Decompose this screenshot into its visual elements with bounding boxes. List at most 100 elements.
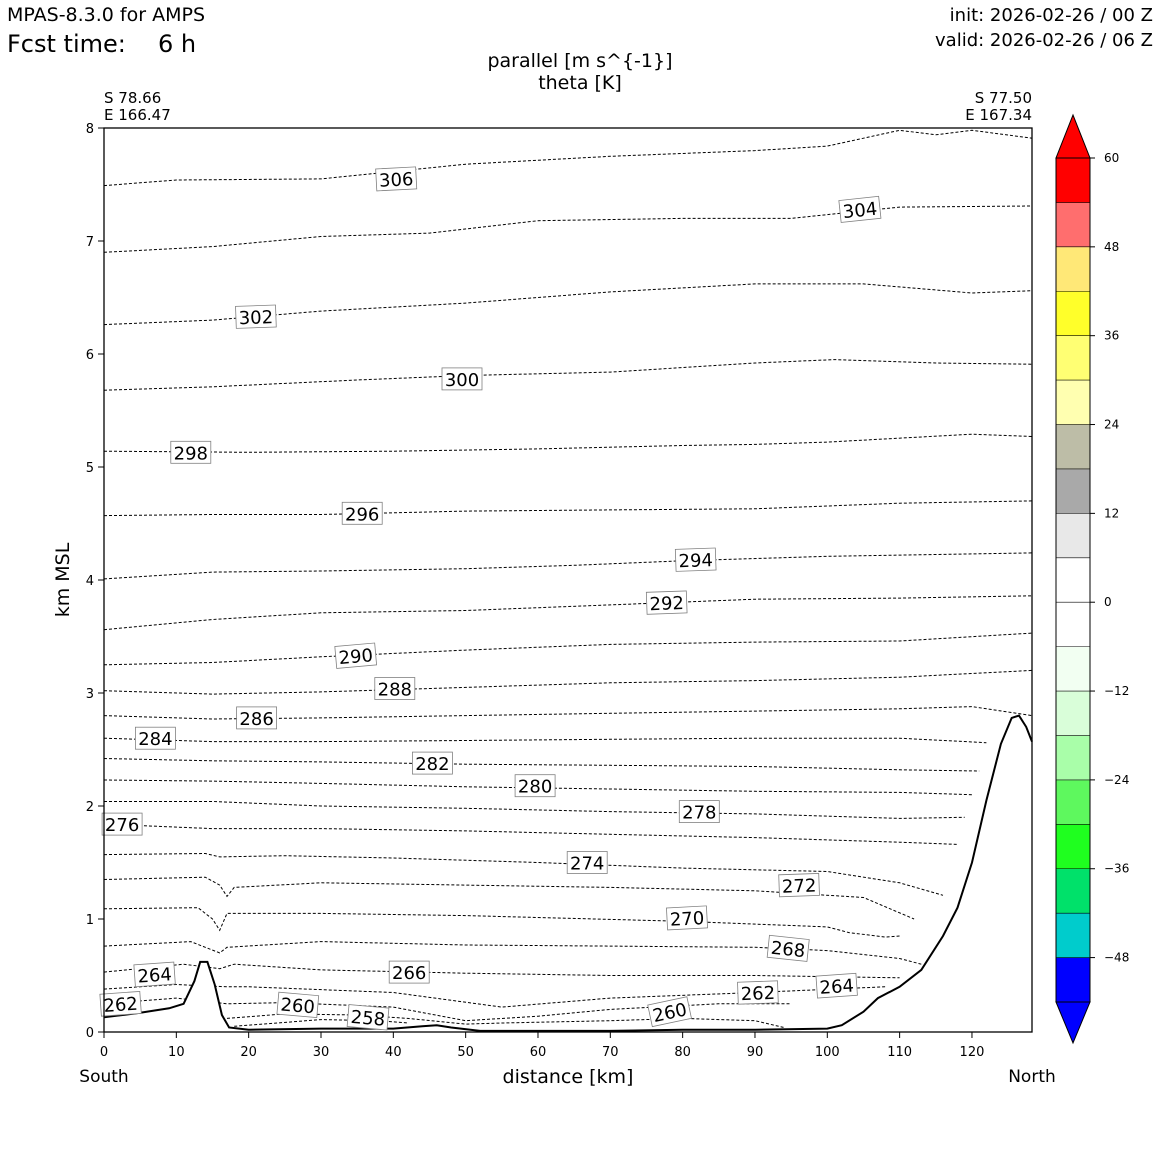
colorbar-segment	[1056, 735, 1090, 781]
x-axis: 0 10 20 30 40 50 60 70 80 90 100 110 120	[100, 1032, 985, 1060]
contour-label-box	[276, 991, 320, 1019]
colorbar-segment	[1056, 380, 1090, 425]
contour-label-306: 306	[375, 166, 418, 192]
contour-label-text: 264	[819, 976, 855, 999]
contour-label-text: 276	[105, 815, 139, 836]
x-tick-label: 90	[747, 1045, 764, 1060]
contour-label-box	[134, 726, 176, 750]
theta-contours	[103, 129, 1033, 1028]
contour-label-270: 270	[666, 905, 708, 931]
colorbar-segment	[1056, 158, 1090, 203]
colorbar: 60 48 36 24 12 0 −12 −24 −36 −48	[1055, 113, 1129, 1045]
contour-label-274: 274	[566, 851, 608, 875]
contour-label-258: 258	[346, 1004, 390, 1031]
contour-label-box	[99, 991, 142, 1017]
contour-label-294: 294	[674, 547, 717, 572]
contour-label-266: 266	[388, 960, 430, 984]
colorbar-extend-low	[1055, 1001, 1091, 1045]
contour-label-text: 284	[138, 729, 172, 750]
theta-contour-294	[103, 552, 1033, 580]
contour-label-278: 278	[678, 800, 720, 824]
contour-label-text: 302	[238, 307, 273, 329]
theta-contour-286	[103, 706, 1033, 720]
x-tick-label: 0	[100, 1045, 108, 1060]
theta-contour-276	[103, 823, 958, 845]
north-end-label: North	[1008, 1067, 1056, 1087]
y-tick-label: 7	[86, 235, 94, 250]
contour-label-286: 286	[236, 706, 278, 730]
colorbar-segment	[1056, 691, 1090, 736]
y-tick-label: 4	[86, 574, 94, 589]
contour-label-296: 296	[341, 501, 383, 525]
colorbar-segment	[1056, 602, 1090, 647]
contour-label-box	[678, 800, 720, 823]
colorbar-segment	[1056, 957, 1090, 1003]
contour-label-284: 284	[134, 726, 176, 750]
contour-label-text: 288	[378, 680, 412, 701]
contour-label-box	[388, 960, 430, 984]
contour-label-box	[236, 706, 278, 730]
contour-label-text: 298	[174, 443, 208, 464]
contour-label-text: 274	[570, 854, 604, 875]
contour-label-box	[375, 166, 418, 192]
colorbar-tick-label: −48	[1104, 951, 1129, 965]
contour-label-262: 262	[737, 980, 779, 1005]
contour-label-292: 292	[645, 590, 688, 615]
south-end-label: South	[79, 1067, 128, 1087]
left-end-longitude: E 166.47	[104, 106, 171, 124]
theta-contour-274	[103, 852, 944, 896]
theta-contour-280	[103, 779, 973, 796]
y-axis-label: km MSL	[52, 542, 74, 617]
contour-label-box	[101, 812, 143, 836]
contour-label-text: 268	[770, 938, 806, 962]
contour-label-box	[346, 1004, 390, 1031]
contour-label-text: 306	[379, 169, 414, 192]
contour-label-text: 262	[740, 983, 775, 1005]
contour-label-276: 276	[101, 812, 143, 836]
contour-label-text: 296	[345, 504, 379, 525]
model-title: MPAS-8.3.0 for AMPS	[7, 4, 206, 26]
y-tick-label: 3	[86, 687, 94, 702]
contour-label-288: 288	[374, 677, 416, 701]
contour-label-text: 292	[649, 593, 684, 615]
valid-time: valid: 2026-02-26 / 06 Z	[935, 30, 1153, 51]
contour-label-text: 278	[682, 803, 716, 824]
contour-label-box	[647, 996, 692, 1028]
contour-label-box	[374, 677, 416, 700]
x-tick-label: 30	[313, 1045, 330, 1060]
contour-label-268: 268	[766, 934, 810, 962]
contour-label-298: 298	[170, 440, 212, 464]
contour-label-box	[737, 980, 779, 1005]
y-tick-label: 8	[86, 122, 94, 137]
x-tick-label: 50	[457, 1045, 474, 1060]
terrain	[103, 714, 1033, 1032]
contour-label-text: 270	[669, 908, 704, 931]
x-tick-label: 120	[960, 1045, 985, 1060]
theta-contour-302	[103, 283, 1033, 326]
contour-label-text: 290	[338, 645, 374, 669]
contour-label-text: 260	[280, 994, 316, 1018]
x-tick-label: 110	[887, 1045, 912, 1060]
contour-label-272: 272	[778, 872, 820, 898]
contour-label-text: 304	[842, 199, 878, 223]
chart-subtitle: theta [K]	[538, 72, 622, 94]
colorbar-tick-label: 12	[1104, 506, 1119, 520]
contour-label-text: 258	[350, 1007, 386, 1031]
contour-label-box	[766, 934, 810, 962]
theta-contour-270	[103, 907, 900, 938]
contour-label-box	[815, 972, 858, 999]
theta-contour-298	[103, 433, 1033, 453]
y-axis: 0 1 2 3 4 5 6 7 8	[86, 122, 104, 1041]
y-tick-label: 2	[86, 800, 94, 815]
theta-contour-300	[103, 359, 1033, 391]
contour-label-282: 282	[411, 751, 453, 775]
contour-label-text: 280	[518, 777, 552, 798]
x-tick-label: 10	[168, 1045, 185, 1060]
contour-label-304: 304	[838, 195, 882, 223]
colorbar-tick-label: −36	[1104, 862, 1129, 876]
contour-label-box	[666, 905, 708, 931]
contour-label-300: 300	[441, 367, 483, 391]
contour-label-302: 302	[235, 304, 277, 329]
